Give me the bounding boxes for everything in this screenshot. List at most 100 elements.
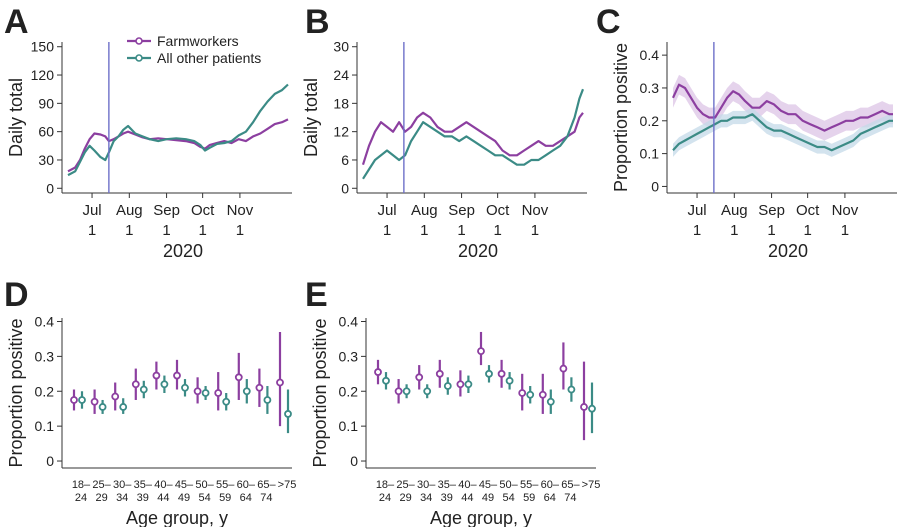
d-point-farmworkers bbox=[70, 396, 78, 404]
d-y-tick-label: 0.2 bbox=[35, 383, 55, 399]
d-x-tick-label: 25– bbox=[92, 479, 111, 491]
a-y-tick-label: 0 bbox=[46, 180, 54, 196]
c-x-tick-month: Nov bbox=[832, 202, 859, 219]
d-point-other bbox=[139, 385, 148, 394]
c-x-tick-day: 1 bbox=[693, 222, 701, 239]
a-x-tick-day: 1 bbox=[125, 222, 133, 239]
d-x-tick-label-2: 29 bbox=[95, 492, 107, 504]
e-x-tick-label-2: 64 bbox=[544, 492, 556, 504]
b-series-line-other bbox=[362, 88, 585, 180]
e-x-tick-label: 18– bbox=[376, 479, 395, 491]
e-point-farmworkers bbox=[477, 347, 485, 356]
b-y-axis-label: Daily total bbox=[301, 78, 321, 157]
e-x-tick-label: 50– bbox=[499, 479, 518, 491]
a-x-tick-month: Aug bbox=[116, 202, 143, 219]
e-point-farmworkers bbox=[456, 380, 465, 389]
d-y-tick-label: 0.3 bbox=[35, 348, 55, 364]
b-x-tick-month: Oct bbox=[486, 202, 510, 219]
b-x-tick-day: 1 bbox=[531, 222, 539, 239]
d-point-other bbox=[98, 403, 107, 411]
c-x-axis-label: 2020 bbox=[768, 241, 808, 261]
b-x-tick-month: Sep bbox=[448, 202, 475, 219]
d-y-tick-label: 0.4 bbox=[35, 313, 55, 329]
c-x-tick-month: Oct bbox=[796, 202, 820, 219]
d-x-tick-label: 55– bbox=[216, 479, 235, 491]
e-point-farmworkers bbox=[497, 369, 506, 378]
a-y-tick-label: 120 bbox=[31, 67, 55, 83]
d-point-farmworkers bbox=[131, 380, 140, 389]
b-y-tick-label: 12 bbox=[333, 124, 349, 140]
b-y-tick-label: 30 bbox=[333, 39, 349, 55]
c-x-tick-day: 1 bbox=[803, 222, 811, 239]
panel-a: 0 30 60 90 120 150 Daily total Jul 1 Aug 1 Sep 1 Oct 1… bbox=[6, 39, 292, 261]
e-x-tick-label-2: 49 bbox=[482, 492, 494, 504]
e-point-farmworkers bbox=[580, 403, 588, 411]
d-point-farmworkers bbox=[214, 389, 223, 397]
c-x-tick-month: Jul bbox=[687, 202, 706, 219]
panel-c: 0 0.1 0.2 0.3 0.4 Proportion positive Jul 1 Aug 1… bbox=[611, 42, 897, 261]
d-x-tick-label-2: 74 bbox=[260, 492, 272, 504]
legend-label-other: All other patients bbox=[157, 50, 261, 66]
e-point-other bbox=[526, 390, 535, 399]
d-x-tick-label: 60– bbox=[237, 479, 256, 491]
d-point-farmworkers bbox=[90, 397, 99, 406]
e-y-tick-label: 0.4 bbox=[339, 313, 359, 329]
b-series-line-farmworkers bbox=[361, 111, 584, 166]
a-x-tick-month: Jul bbox=[82, 202, 101, 219]
b-x-tick-day: 1 bbox=[420, 222, 428, 239]
b-y-tick-label: 6 bbox=[341, 152, 349, 168]
c-x-tick-day: 1 bbox=[841, 222, 849, 239]
e-y-axis-label: Proportion positive bbox=[310, 318, 330, 467]
e-x-tick-label-2: 24 bbox=[379, 492, 391, 504]
panel-letter-a: A bbox=[4, 3, 29, 41]
panel-letter-e: E bbox=[305, 276, 328, 314]
a-x-tick-month: Oct bbox=[191, 202, 215, 219]
panel-b: 0 6 12 18 24 30 Daily total Jul 1 Aug 1 Sep 1 Oct 1 Nov… bbox=[301, 39, 587, 261]
e-x-tick-label: >75 bbox=[582, 479, 601, 491]
e-point-other bbox=[464, 380, 473, 389]
c-series-line-farmworkers bbox=[671, 83, 893, 132]
panel-letter-d: D bbox=[4, 276, 29, 314]
e-x-tick-label-2: 74 bbox=[564, 492, 576, 504]
c-x-tick-month: Aug bbox=[721, 202, 748, 219]
d-y-tick-label: 0 bbox=[46, 453, 54, 469]
d-point-other bbox=[78, 396, 86, 404]
e-point-farmworkers bbox=[394, 387, 403, 396]
e-point-farmworkers bbox=[415, 373, 424, 382]
e-x-tick-label: 45– bbox=[479, 479, 498, 491]
e-point-other bbox=[443, 382, 452, 390]
d-point-farmworkers bbox=[173, 371, 181, 380]
d-x-tick-label: 18– bbox=[72, 479, 91, 491]
a-y-tick-label: 30 bbox=[38, 152, 54, 168]
a-series-line-farmworkers bbox=[67, 118, 289, 173]
c-y-tick-label: 0.1 bbox=[640, 146, 660, 162]
d-x-tick-label-2: 59 bbox=[219, 492, 231, 504]
d-x-tick-label: 35– bbox=[134, 479, 153, 491]
c-y-tick-label: 0.4 bbox=[640, 47, 660, 63]
e-x-tick-label-2: 44 bbox=[461, 492, 473, 504]
a-x-tick-month: Sep bbox=[153, 202, 180, 219]
c-x-tick-day: 1 bbox=[767, 222, 775, 239]
c-y-tick-label: 0.3 bbox=[640, 80, 660, 96]
e-y-tick-label: 0 bbox=[350, 453, 358, 469]
panel-letter-b: B bbox=[305, 3, 330, 41]
d-point-farmworkers bbox=[276, 378, 284, 387]
a-x-tick-day: 1 bbox=[162, 222, 170, 239]
e-x-tick-label-2: 39 bbox=[441, 492, 453, 504]
e-point-farmworkers bbox=[538, 390, 547, 399]
e-point-other bbox=[505, 376, 514, 385]
b-x-tick-day: 1 bbox=[383, 222, 391, 239]
a-x-tick-month: Nov bbox=[227, 202, 254, 219]
b-x-tick-month: Jul bbox=[377, 202, 396, 219]
e-point-other bbox=[402, 387, 411, 396]
d-x-tick-label: >75 bbox=[278, 479, 297, 491]
d-x-tick-label-2: 64 bbox=[240, 492, 252, 504]
e-x-tick-label-2: 54 bbox=[502, 492, 514, 504]
d-x-tick-label-2: 44 bbox=[157, 492, 169, 504]
b-x-tick-month: Aug bbox=[411, 202, 438, 219]
panel-d: 0 0.1 0.2 0.3 0.4 Proportion positive 18–24 25–… bbox=[6, 313, 296, 527]
e-x-axis-label: Age group, y bbox=[430, 508, 532, 527]
legend-marker-other bbox=[135, 54, 143, 62]
panel-letter-c: C bbox=[596, 3, 621, 41]
d-point-farmworkers bbox=[255, 383, 264, 392]
